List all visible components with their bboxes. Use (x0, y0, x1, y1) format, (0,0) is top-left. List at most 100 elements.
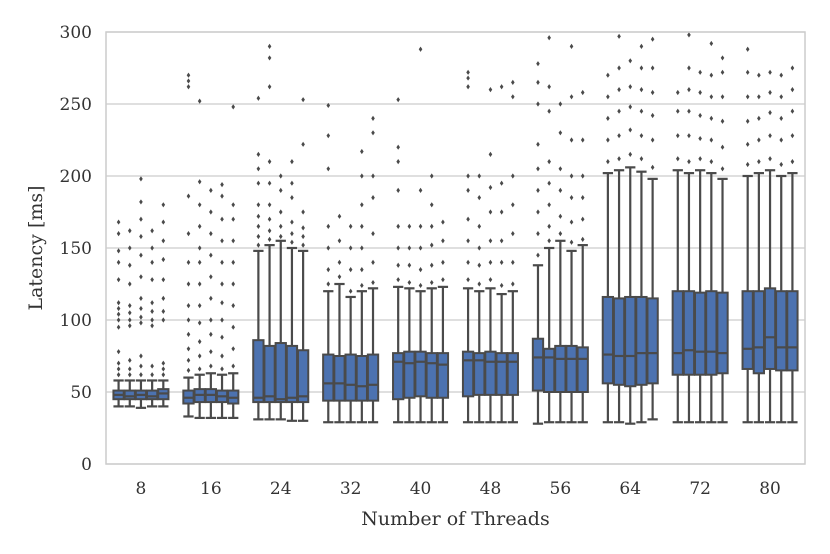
outlier-point (698, 69, 702, 75)
outlier-point (396, 245, 400, 251)
outlier-point (127, 262, 132, 268)
box (565, 344, 578, 394)
x-tick-label: 48 (480, 479, 502, 499)
outlier-point (348, 267, 353, 273)
outlier-point (116, 324, 121, 330)
outlier-point (186, 303, 191, 309)
outlier-point (687, 32, 691, 38)
outlier-point (441, 219, 445, 225)
outlier-point (301, 209, 305, 215)
outlier-point (547, 159, 551, 165)
outlier-point (360, 223, 364, 229)
outlier-point (511, 202, 515, 208)
outlier-point (650, 164, 655, 170)
outlier-point (161, 238, 166, 244)
outlier-point (278, 187, 283, 193)
outlier-point (536, 166, 540, 172)
outlier-point (139, 372, 143, 378)
box (414, 350, 427, 398)
outlier-point (116, 259, 121, 265)
outlier-point (127, 245, 132, 251)
outlier-point (536, 209, 540, 215)
outlier-point (150, 317, 154, 323)
outlier-point (116, 317, 121, 323)
outlier-point (499, 209, 504, 215)
outlier-point (139, 252, 143, 258)
outlier-point (186, 72, 191, 78)
outlier-point (617, 65, 621, 71)
outlier-point (231, 202, 236, 208)
outlier-point (161, 277, 166, 283)
outlier-point (418, 46, 423, 52)
outlier-point (466, 277, 470, 283)
outlier-point (197, 259, 202, 265)
outlier-point (698, 135, 702, 142)
outlier-point (429, 202, 434, 208)
outlier-point (466, 173, 470, 179)
outlier-point (650, 89, 655, 96)
outlier-point (757, 115, 761, 121)
y-tick-label: 50 (70, 383, 92, 403)
outlier-point (720, 118, 725, 124)
outlier-point (698, 89, 702, 96)
outlier-point (267, 202, 272, 208)
outlier-point (337, 259, 342, 265)
outlier-point (687, 65, 691, 71)
outlier-point (396, 97, 400, 103)
outlier-point (569, 239, 574, 245)
outlier-point (326, 166, 331, 172)
outlier-point (220, 182, 224, 188)
outlier-point (348, 245, 353, 251)
outlier-point (709, 137, 714, 143)
outlier-point (757, 137, 761, 143)
outlier-point (558, 166, 563, 172)
outlier-point (536, 79, 540, 85)
outlier-point (161, 295, 166, 301)
outlier-point (186, 231, 191, 237)
outlier-point (687, 133, 691, 139)
outlier-point (231, 216, 236, 222)
outlier-point (116, 372, 121, 378)
outlier-point (569, 94, 574, 100)
x-tick-label: 16 (200, 479, 222, 499)
outlier-point (326, 102, 331, 109)
outlier-point (220, 334, 224, 340)
outlier-point (220, 366, 224, 372)
box (646, 297, 659, 385)
outlier-point (488, 209, 493, 215)
outlier-point (628, 104, 633, 110)
outlier-point (267, 55, 272, 61)
outlier-point (757, 72, 761, 78)
y-tick-label: 0 (81, 455, 92, 475)
box (635, 295, 648, 386)
outlier-point (348, 288, 353, 294)
outlier-point (209, 187, 213, 193)
outlier-point (628, 84, 633, 90)
box (366, 353, 380, 402)
outlier-point (639, 65, 644, 71)
box (531, 337, 545, 392)
outlier-point (139, 295, 143, 301)
outlier-point (127, 281, 132, 287)
outlier-point (790, 133, 795, 139)
outlier-point (488, 184, 493, 191)
y-tick-label: 200 (60, 167, 92, 187)
outlier-point (709, 94, 714, 100)
outlier-point (371, 173, 375, 179)
outlier-point (650, 112, 655, 119)
outlier-point (558, 231, 563, 237)
box (285, 344, 299, 404)
outlier-point (477, 195, 482, 201)
outlier-point (231, 303, 236, 309)
outlier-point (488, 259, 493, 265)
outlier-point (466, 216, 470, 222)
outlier-point (639, 108, 644, 114)
outlier-point (231, 104, 236, 110)
outlier-point (267, 180, 272, 186)
box-group (741, 46, 799, 424)
box (263, 344, 276, 404)
outlier-point (720, 144, 725, 150)
box (671, 290, 684, 376)
outlier-point (650, 65, 655, 71)
outlier-point (127, 317, 132, 323)
